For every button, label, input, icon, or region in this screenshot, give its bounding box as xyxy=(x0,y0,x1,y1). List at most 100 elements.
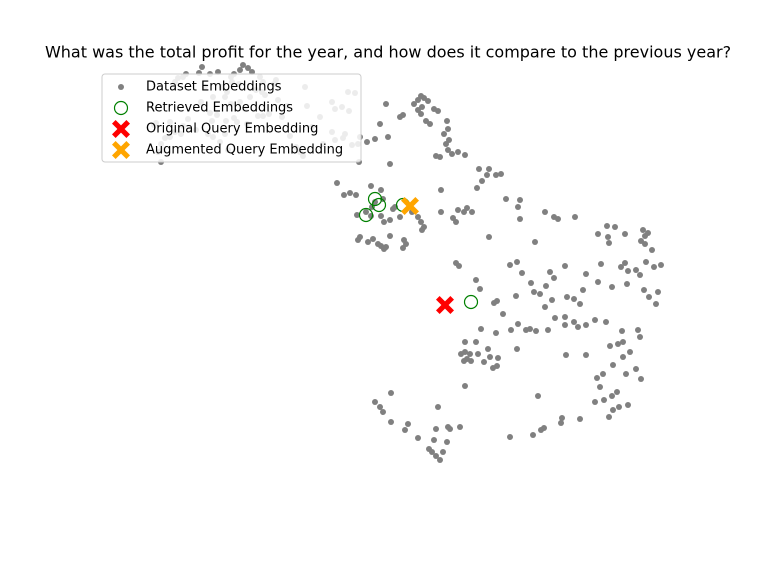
dataset-point xyxy=(385,134,391,140)
dataset-point xyxy=(433,453,439,459)
dataset-point xyxy=(622,231,628,237)
dataset-point xyxy=(415,214,421,220)
dataset-point xyxy=(583,352,589,358)
dataset-point xyxy=(651,264,657,270)
retrieved-point xyxy=(113,100,129,116)
dataset-point xyxy=(486,234,492,240)
dataset-point xyxy=(462,152,468,158)
dataset-point xyxy=(240,62,246,68)
dataset-point xyxy=(517,197,523,203)
dataset-point xyxy=(620,339,626,345)
dataset-point xyxy=(469,209,475,215)
dataset-point xyxy=(363,209,369,215)
dataset-point xyxy=(603,319,609,325)
dataset-point xyxy=(583,271,589,277)
dataset-point xyxy=(637,334,643,340)
dataset-point xyxy=(445,126,451,132)
dataset-point xyxy=(387,233,393,239)
dataset-point xyxy=(245,65,251,71)
dataset-point xyxy=(377,404,383,410)
dataset-point xyxy=(531,289,537,295)
dataset-point xyxy=(334,180,340,186)
dataset-point xyxy=(479,178,485,184)
dataset-point xyxy=(473,339,479,345)
legend-label: Original Query Embedding xyxy=(146,122,318,137)
dataset-point xyxy=(475,351,481,357)
dataset-point xyxy=(365,239,371,245)
dataset-point xyxy=(441,131,447,137)
dataset-point xyxy=(559,415,565,421)
retrieved-point xyxy=(463,294,479,310)
dataset-point xyxy=(400,112,406,118)
dataset-point xyxy=(558,420,564,426)
dataset-point xyxy=(562,322,568,328)
dataset-point xyxy=(368,213,374,219)
legend-box xyxy=(101,73,362,163)
dataset-point xyxy=(494,298,500,304)
dataset-point xyxy=(575,324,581,330)
dataset-point xyxy=(618,264,624,270)
dataset-point xyxy=(571,296,577,302)
dataset-point xyxy=(638,376,644,382)
legend-label: Dataset Embeddings xyxy=(146,80,282,95)
dataset-point xyxy=(453,260,459,266)
dataset-point xyxy=(364,139,370,145)
dataset-point xyxy=(438,209,444,215)
dataset-point xyxy=(551,275,557,281)
dataset-point xyxy=(421,224,427,230)
dataset-point xyxy=(606,240,612,246)
dataset-point xyxy=(397,214,403,220)
dataset-point xyxy=(564,294,570,300)
dataset-point xyxy=(592,317,598,323)
dataset-point xyxy=(658,262,664,268)
dataset-point xyxy=(597,384,603,390)
dataset-point xyxy=(545,327,551,333)
dataset-point xyxy=(614,389,620,395)
dataset-point xyxy=(418,93,424,99)
dataset-point xyxy=(646,294,652,300)
dataset-point xyxy=(433,153,439,159)
dataset-point xyxy=(368,183,374,189)
dataset-point xyxy=(605,234,611,240)
dataset-point xyxy=(563,352,569,358)
dataset-point xyxy=(508,327,514,333)
dataset-point xyxy=(438,187,444,193)
dataset-point xyxy=(402,427,408,433)
dataset-point xyxy=(423,118,429,124)
dataset-point xyxy=(503,196,509,202)
dataset-point xyxy=(541,425,547,431)
dataset-point xyxy=(583,322,589,328)
dataset-point xyxy=(431,437,437,443)
query-point xyxy=(112,120,130,138)
dataset-point xyxy=(498,171,504,177)
dataset-point xyxy=(643,259,649,265)
dataset-point xyxy=(624,281,630,287)
dataset-point xyxy=(514,346,520,352)
dataset-point xyxy=(433,426,439,432)
dataset-point xyxy=(493,172,499,178)
dataset-point xyxy=(547,269,553,275)
dataset-point xyxy=(625,402,631,408)
dataset-point xyxy=(199,64,205,70)
dataset-point xyxy=(551,214,557,220)
dataset-point xyxy=(354,212,360,218)
dataset-point xyxy=(462,339,468,345)
dataset-point xyxy=(645,230,651,236)
dataset-point xyxy=(527,326,533,332)
dataset-point xyxy=(609,284,615,290)
dataset-point xyxy=(372,199,378,205)
dataset-point xyxy=(372,136,378,142)
dataset-point xyxy=(370,236,376,242)
dataset-point xyxy=(622,260,628,266)
dataset-point xyxy=(598,261,604,267)
dataset-point xyxy=(515,204,521,210)
dataset-point xyxy=(535,393,541,399)
dataset-point xyxy=(571,319,577,325)
dataset-point xyxy=(455,207,461,213)
dataset-point xyxy=(494,363,500,369)
dataset-point xyxy=(387,217,393,223)
dataset-point xyxy=(606,414,612,420)
dataset-point xyxy=(577,416,583,422)
dataset-point xyxy=(612,224,618,230)
